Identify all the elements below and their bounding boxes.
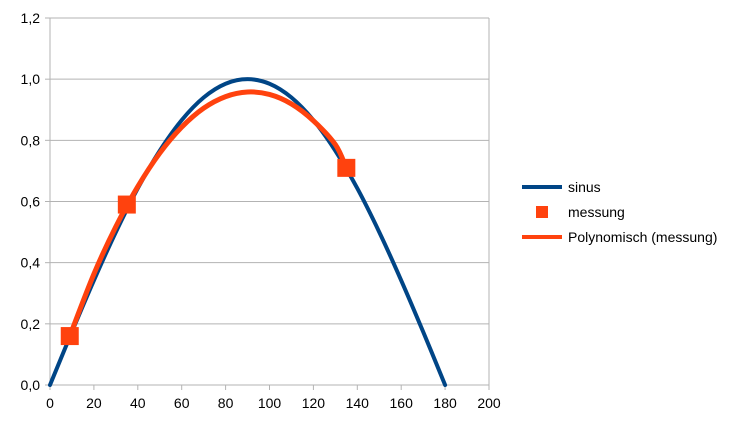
x-tick-label: 80 — [218, 395, 234, 411]
measurement-point — [337, 158, 356, 177]
y-tick-label: 0,8 — [21, 132, 41, 148]
legend-label: sinus — [568, 179, 601, 195]
legend-marker-swatch — [536, 206, 548, 218]
legend-label: Polynomisch (messung) — [568, 229, 717, 245]
x-tick-label: 120 — [302, 395, 326, 411]
y-tick-label: 0,4 — [21, 255, 41, 271]
y-tick-label: 1,2 — [21, 10, 41, 26]
legend-label: messung — [568, 204, 625, 220]
y-axis-ticks: 0,0 0,2 0,4 0,6 0,8 1,0 1,2 — [21, 10, 50, 393]
series-line-sinus — [48, 77, 448, 387]
measurement-point — [117, 195, 136, 214]
x-tick-label: 0 — [46, 395, 54, 411]
x-tick-label: 40 — [130, 395, 146, 411]
legend: sinus messung Polynomisch (messung) — [522, 179, 717, 245]
y-tick-label: 0,6 — [21, 194, 41, 210]
x-tick-label: 180 — [433, 395, 457, 411]
series-line-polynomisch-messung — [67, 89, 349, 339]
x-tick-label: 100 — [258, 395, 282, 411]
legend-item: sinus — [522, 179, 601, 195]
x-axis-ticks: 0 20 40 60 80 100 120 140 160 180 200 — [46, 385, 501, 411]
measurement-point — [60, 327, 79, 346]
x-tick-label: 200 — [477, 395, 501, 411]
x-tick-label: 60 — [174, 395, 190, 411]
legend-item: messung — [536, 204, 625, 220]
x-tick-label: 140 — [346, 395, 370, 411]
y-tick-label: 1,0 — [21, 71, 41, 87]
legend-item: Polynomisch (messung) — [522, 229, 717, 245]
x-tick-label: 160 — [390, 395, 414, 411]
plot-series — [48, 77, 448, 387]
y-tick-label: 0,0 — [21, 377, 41, 393]
y-tick-label: 0,2 — [21, 316, 41, 332]
x-tick-label: 20 — [86, 395, 102, 411]
